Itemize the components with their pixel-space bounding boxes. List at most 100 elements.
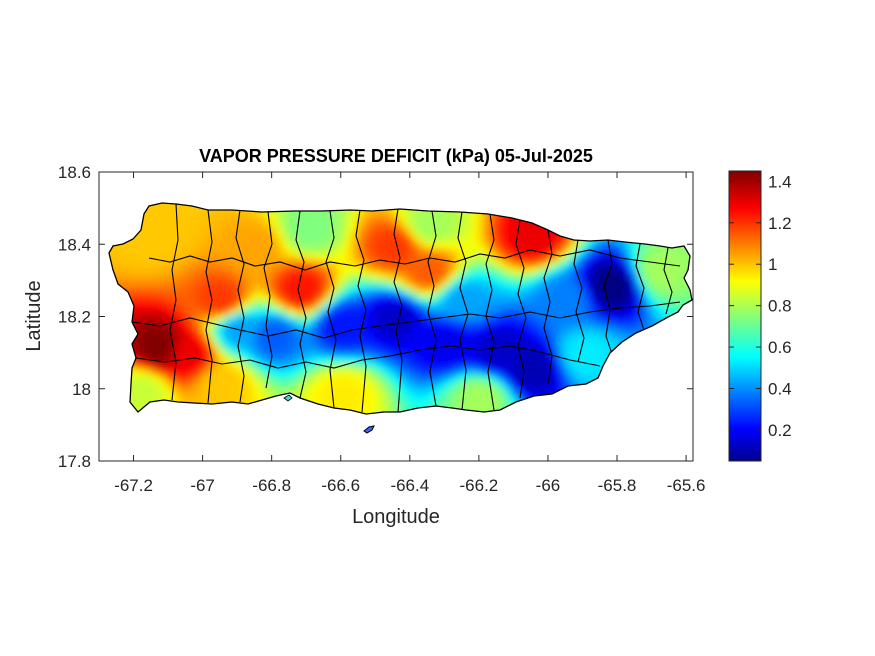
field-cell (649, 291, 657, 299)
field-cell (439, 327, 447, 335)
field-cell (199, 309, 207, 317)
field-cell (397, 315, 405, 323)
field-cell (217, 291, 225, 299)
field-cell (613, 327, 621, 335)
field-cell (367, 399, 375, 407)
field-cell (661, 255, 669, 263)
field-cell (265, 345, 273, 353)
field-cell (445, 375, 453, 383)
field-cell (211, 297, 219, 305)
field-cell (217, 273, 225, 281)
field-cell (223, 315, 231, 323)
field-cell (175, 351, 183, 359)
field-cell (151, 225, 159, 233)
field-cell (649, 243, 657, 251)
field-cell (313, 273, 321, 281)
field-cell (319, 291, 327, 299)
field-cell (211, 315, 219, 323)
field-cell (577, 357, 585, 365)
field-cell (457, 399, 465, 407)
field-cell (319, 243, 327, 251)
field-cell (241, 225, 249, 233)
field-cell (145, 387, 153, 395)
field-cell (595, 321, 603, 329)
field-cell (349, 279, 357, 287)
field-cell (247, 213, 255, 221)
field-cell (253, 381, 261, 389)
field-cell (571, 261, 579, 269)
field-cell (271, 285, 279, 293)
field-cell (409, 303, 417, 311)
field-cell (541, 387, 549, 395)
field-cell (529, 291, 537, 299)
field-cell (511, 297, 519, 305)
field-cell (241, 237, 249, 245)
field-cell (169, 249, 177, 257)
field-cell (319, 225, 327, 233)
field-cell (127, 255, 135, 263)
field-cell (385, 357, 393, 365)
field-cell (331, 261, 339, 269)
field-cell (295, 339, 303, 347)
field-cell (445, 327, 453, 335)
field-cell (289, 255, 297, 263)
field-cell (373, 267, 381, 275)
field-cell (121, 273, 129, 281)
field-cell (127, 393, 135, 401)
field-cell (523, 363, 531, 371)
field-cell (337, 357, 345, 365)
field-cell (607, 345, 615, 353)
field-cell (589, 291, 597, 299)
field-cell (427, 381, 435, 389)
field-cell (553, 297, 561, 305)
field-cell (433, 297, 441, 305)
field-cell (277, 297, 285, 305)
field-cell (385, 339, 393, 347)
field-cell (217, 333, 225, 341)
field-cell (589, 285, 597, 293)
field-cell (145, 327, 153, 335)
field-cell (163, 279, 171, 287)
field-cell (385, 393, 393, 401)
field-cell (163, 387, 171, 395)
field-cell (295, 363, 303, 371)
field-cell (451, 231, 459, 239)
field-cell (301, 261, 309, 269)
field-cell (493, 237, 501, 245)
field-cell (553, 273, 561, 281)
field-cell (313, 267, 321, 275)
field-cell (259, 357, 267, 365)
field-cell (331, 327, 339, 335)
field-cell (439, 393, 447, 401)
field-cell (301, 321, 309, 329)
field-cell (211, 261, 219, 269)
field-cell (493, 291, 501, 299)
field-cell (535, 291, 543, 299)
field-cell (577, 285, 585, 293)
field-cell (265, 309, 273, 317)
field-cell (469, 369, 477, 377)
field-cell (217, 369, 225, 377)
field-cell (271, 243, 279, 251)
field-cell (379, 273, 387, 281)
field-cell (133, 261, 141, 269)
field-cell (403, 309, 411, 317)
field-cell (457, 357, 465, 365)
field-cell (289, 345, 297, 353)
field-cell (235, 279, 243, 287)
field-cell (169, 267, 177, 275)
field-cell (343, 369, 351, 377)
field-cell (505, 285, 513, 293)
field-cell (607, 273, 615, 281)
field-cell (205, 369, 213, 377)
field-cell (625, 285, 633, 293)
field-cell (457, 237, 465, 245)
field-cell (193, 225, 201, 233)
field-cell (139, 369, 147, 377)
field-cell (583, 375, 591, 383)
field-cell (475, 309, 483, 317)
field-cell (331, 219, 339, 227)
field-cell (529, 279, 537, 287)
field-cell (307, 363, 315, 371)
field-cell (313, 243, 321, 251)
